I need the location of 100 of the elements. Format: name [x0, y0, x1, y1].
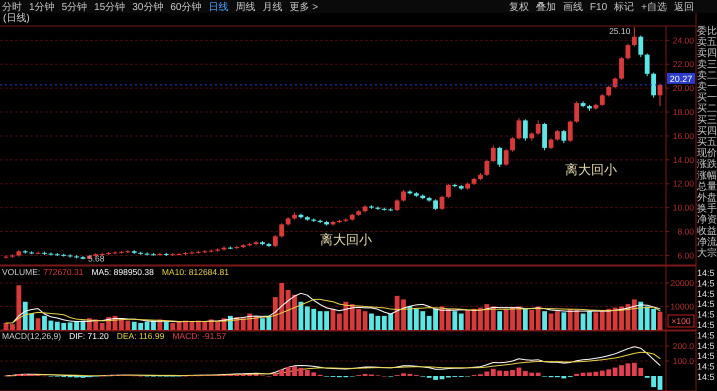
- y-tick-label: 6.00: [677, 250, 694, 260]
- text: 委比: [697, 25, 717, 37]
- text: 画线: [562, 1, 583, 13]
- text: 卖五: [697, 36, 717, 48]
- text: 复权: [508, 1, 529, 13]
- annotation: 离大回小: [320, 232, 372, 247]
- text: 返回: [674, 1, 694, 13]
- text: 分时: [2, 1, 22, 13]
- text: 买三: [697, 114, 717, 126]
- text: DEA: 116.99: [116, 331, 165, 341]
- bar: [164, 322, 169, 330]
- bar: [452, 311, 458, 330]
- candlestick: [497, 146, 502, 168]
- chart-title: VOLUME:: [2, 267, 40, 277]
- bar: [529, 310, 534, 330]
- bar: [36, 318, 40, 330]
- candlestick: [606, 85, 612, 98]
- candlestick: [394, 198, 400, 212]
- text: 14:5: [697, 362, 715, 372]
- y-tick-label: 20000: [670, 278, 694, 288]
- y-tick-label: 14.00: [672, 154, 694, 165]
- chart-title: MACD(12,26,9): [2, 331, 62, 341]
- text: 卖一: [697, 80, 717, 92]
- candlestick: [574, 100, 580, 124]
- y-tick-label: 10000: [670, 301, 694, 312]
- candlestick: [440, 195, 444, 211]
- chart-title: (日线): [3, 12, 30, 24]
- candlestick: [490, 145, 496, 163]
- candlestick: [632, 26, 637, 47]
- text: F10: [590, 2, 608, 13]
- candlestick: [626, 43, 630, 60]
- text: 买一: [697, 92, 717, 104]
- y-tick-label: 22.00: [672, 59, 694, 70]
- candlestick: [504, 148, 509, 166]
- text: 14:5: [697, 351, 715, 362]
- text: 14:5: [697, 288, 715, 299]
- bar: [658, 312, 662, 330]
- text: 现价: [697, 147, 717, 160]
- candlestick: [561, 129, 566, 144]
- text: 净资: [697, 214, 717, 226]
- candlestick: [536, 120, 541, 136]
- candlestick: [555, 129, 560, 142]
- candlestick: [548, 138, 554, 150]
- text: ×100: [671, 316, 691, 326]
- text: 卖三: [697, 58, 717, 70]
- text: 净流: [697, 236, 717, 248]
- text: MA5: 898950.38: [91, 267, 154, 277]
- text: 外盘: [697, 192, 717, 204]
- annotation: 5.68: [88, 253, 105, 264]
- text: 14:5: [697, 278, 715, 288]
- y-tick-label: 16.00: [672, 130, 694, 141]
- text: 涨跌: [697, 158, 717, 170]
- candlestick: [510, 136, 515, 152]
- candlestick: [644, 52, 650, 77]
- candlestick: [522, 118, 528, 142]
- bar: [497, 311, 502, 330]
- y-tick-label: 12.00: [672, 178, 694, 189]
- text: 叠加: [536, 1, 556, 13]
- text: 5分钟: [62, 1, 88, 13]
- candlestick: [600, 94, 605, 107]
- y-tick-label: 24.00: [672, 35, 694, 46]
- text: 日线: [208, 1, 228, 13]
- text: 30分钟: [132, 1, 164, 13]
- text: 60分钟: [170, 1, 202, 13]
- text: MA10: 812684.81: [162, 267, 230, 277]
- text: 14:5: [697, 268, 715, 278]
- candlestick: [651, 72, 656, 98]
- text: 772670.31: [43, 267, 84, 277]
- candlestick: [638, 35, 644, 58]
- ref-line-label: 20.27: [670, 74, 692, 84]
- y-tick-label: 8.00: [677, 226, 694, 237]
- annotation: 25.10: [609, 26, 631, 36]
- text: 大宗: [697, 247, 717, 259]
- text: 收益: [697, 224, 717, 237]
- text: 总量: [696, 180, 717, 192]
- candlestick: [568, 120, 573, 142]
- text: +自选: [641, 1, 667, 13]
- text: 14:5: [697, 320, 715, 330]
- candlestick: [272, 234, 278, 248]
- text: 15分钟: [94, 1, 126, 13]
- text: 买五: [697, 137, 717, 148]
- line-series: [6, 298, 660, 324]
- text: 14:5: [697, 372, 715, 382]
- text: 换手: [697, 202, 717, 215]
- line-series: [6, 352, 660, 376]
- text: 标记: [613, 1, 634, 13]
- text: 14:5: [697, 310, 715, 320]
- candlestick: [279, 222, 284, 238]
- candlestick: [658, 82, 662, 107]
- text: 买四: [697, 126, 717, 137]
- annotation: 离大回小: [565, 162, 617, 177]
- text: 涨幅: [697, 169, 717, 182]
- text: 卖四: [697, 47, 717, 60]
- text: 14:5: [697, 330, 715, 340]
- bar: [522, 308, 528, 330]
- y-tick-label: 100.0: [672, 356, 694, 366]
- y-tick-label: 18.00: [672, 107, 694, 118]
- bar: [542, 311, 547, 330]
- y-tick-label: 10.00: [672, 202, 694, 213]
- candlestick: [433, 198, 438, 211]
